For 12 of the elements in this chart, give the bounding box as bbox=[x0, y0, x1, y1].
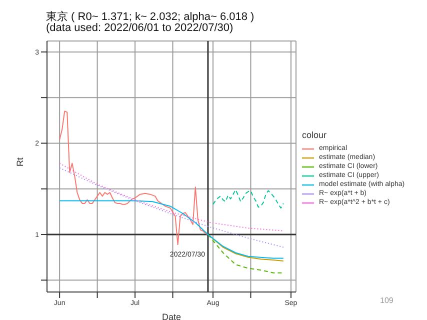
line-series bbox=[212, 189, 284, 209]
legend-title: colour bbox=[302, 130, 328, 140]
x-axis-title: Date bbox=[162, 312, 182, 320]
y-axis-title: Rt bbox=[15, 157, 26, 166]
text: 109 bbox=[380, 296, 394, 305]
line-series bbox=[59, 162, 284, 232]
chart-title: 東京 ( R0~ 1.371; k~ 2.032; alpha~ 6.018 ) bbox=[46, 11, 254, 23]
line-series bbox=[59, 167, 284, 248]
chart-subtitle: (data used: 2022/06/01 to 2022/07/30) bbox=[46, 22, 234, 34]
line-series bbox=[59, 200, 284, 259]
line-series bbox=[59, 110, 208, 246]
line-series bbox=[207, 234, 284, 274]
